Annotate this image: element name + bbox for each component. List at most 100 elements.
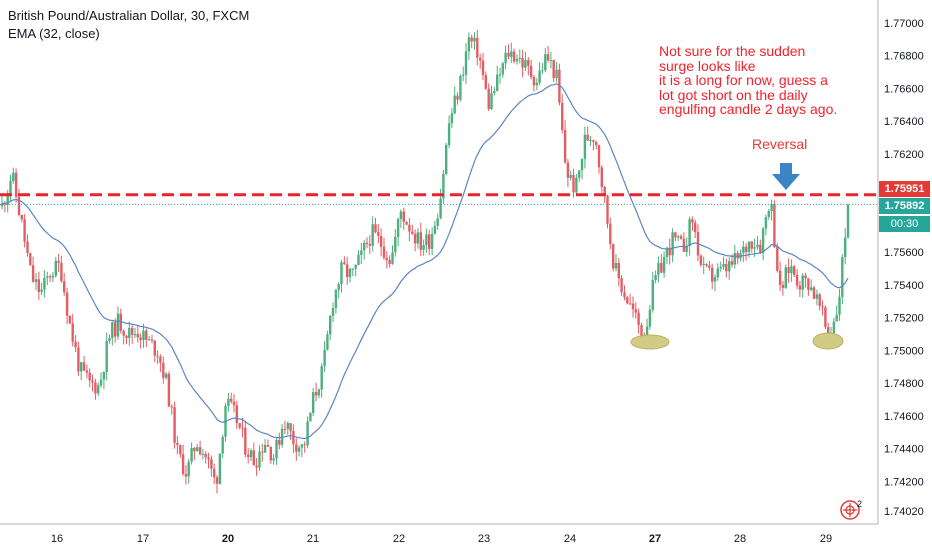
candle — [181, 444, 185, 476]
candle — [759, 239, 762, 254]
candle — [637, 308, 640, 334]
candle — [156, 350, 159, 365]
candle — [331, 302, 335, 323]
candle — [606, 194, 609, 229]
candle — [846, 203, 850, 239]
candle — [631, 296, 635, 318]
candle — [501, 61, 504, 78]
x-tick-label: 29 — [820, 533, 832, 545]
candle — [496, 65, 499, 92]
candle — [430, 227, 434, 255]
candle — [807, 278, 810, 296]
y-tick-label: 1.74600 — [884, 411, 924, 423]
candle — [617, 258, 620, 287]
candle — [694, 219, 697, 238]
candle — [651, 271, 654, 313]
candle — [238, 422, 241, 430]
candle — [521, 49, 524, 78]
candle — [428, 229, 431, 256]
candle — [97, 382, 100, 397]
candle — [232, 394, 236, 413]
candle — [348, 267, 352, 283]
bottom-marker-ellipse — [630, 334, 670, 350]
candle — [111, 321, 114, 346]
candle — [207, 452, 210, 469]
candle — [425, 228, 428, 253]
candle — [728, 257, 731, 280]
candle — [289, 423, 292, 440]
bar-countdown-badge: 00:30 — [879, 216, 930, 232]
y-tick-labels: 1.74020 1.74200 1.74400 1.74600 1.74800 1.750… — [884, 18, 924, 518]
indicator-legend: EMA (32, close) — [8, 26, 100, 41]
candle — [677, 234, 680, 241]
candle — [787, 258, 790, 283]
candle — [597, 144, 601, 174]
candle — [20, 214, 23, 223]
y-tick-label: 1.75000 — [884, 345, 924, 357]
candle — [793, 264, 796, 277]
candle — [824, 305, 827, 330]
candle — [128, 321, 131, 346]
candle — [583, 126, 587, 169]
candle — [662, 251, 666, 278]
candle — [538, 62, 541, 86]
x-axis: 16 17 20 21 22 23 24 27 28 29 — [0, 523, 878, 545]
y-tick-label: 1.74200 — [884, 476, 924, 488]
candle — [467, 32, 471, 60]
candle — [153, 340, 156, 363]
candle — [17, 188, 21, 217]
candle — [102, 371, 106, 390]
candle — [498, 67, 502, 84]
candle — [108, 334, 111, 344]
candle — [671, 228, 674, 263]
candle — [546, 46, 550, 63]
candle — [535, 78, 538, 90]
candle — [80, 361, 83, 380]
candle — [566, 158, 570, 188]
candle — [719, 261, 722, 272]
y-tick-label: 1.74800 — [884, 378, 924, 390]
settings-icon[interactable]: 2 — [840, 499, 862, 520]
y-tick-label: 1.77000 — [884, 18, 924, 30]
candle — [818, 292, 821, 311]
candle — [456, 92, 459, 105]
x-tick-label: 21 — [307, 533, 319, 545]
candle — [699, 254, 703, 268]
candle — [210, 455, 213, 477]
candle — [326, 330, 329, 351]
candle — [142, 323, 145, 348]
candle — [312, 387, 315, 416]
candle — [484, 71, 487, 90]
candle — [612, 243, 615, 272]
candle — [309, 412, 312, 422]
chart-title: British Pound/Australian Dollar, 30, FXC… — [8, 8, 250, 23]
candle — [778, 261, 782, 291]
candle — [204, 451, 207, 464]
candle — [402, 207, 405, 230]
candle — [781, 280, 785, 296]
candle — [433, 220, 437, 235]
candle — [838, 289, 841, 321]
candle — [360, 243, 363, 264]
candle — [23, 213, 26, 248]
candle — [227, 392, 230, 412]
candle — [711, 263, 714, 290]
candle — [804, 272, 807, 288]
candle — [320, 363, 323, 398]
candle — [767, 209, 770, 220]
candle — [306, 416, 309, 449]
candle — [691, 216, 694, 232]
candle — [334, 288, 338, 314]
candle — [812, 285, 816, 300]
candle — [255, 457, 258, 476]
bottom-marker-ellipse — [812, 332, 844, 350]
candle — [589, 136, 592, 146]
annotation-note: Not sure for the sudden surge looks like… — [659, 43, 838, 117]
candle — [365, 237, 369, 249]
candle — [504, 45, 507, 70]
candle — [626, 295, 629, 305]
candle — [798, 280, 802, 297]
candle — [436, 213, 439, 230]
candle — [529, 59, 533, 80]
